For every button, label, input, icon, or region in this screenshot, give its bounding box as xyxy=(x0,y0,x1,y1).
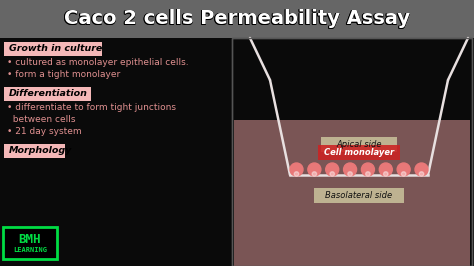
Circle shape xyxy=(362,163,374,176)
Circle shape xyxy=(401,172,406,176)
Text: LEARNING: LEARNING xyxy=(13,247,47,253)
Bar xyxy=(234,120,470,266)
Bar xyxy=(232,38,472,266)
Circle shape xyxy=(330,172,335,176)
Circle shape xyxy=(365,172,370,176)
Circle shape xyxy=(379,163,392,176)
Text: Apical side: Apical side xyxy=(336,140,382,149)
Circle shape xyxy=(348,172,352,176)
Text: • 21 day system: • 21 day system xyxy=(7,127,82,136)
FancyBboxPatch shape xyxy=(321,137,397,152)
Circle shape xyxy=(419,172,424,176)
Text: Caco 2 cells Permeability Assay: Caco 2 cells Permeability Assay xyxy=(64,10,410,28)
FancyBboxPatch shape xyxy=(4,143,65,157)
Text: Cell monolayer: Cell monolayer xyxy=(324,148,394,157)
Text: Caco 2 cells Permeability Assay: Caco 2 cells Permeability Assay xyxy=(64,10,410,28)
Text: • cultured as monolayer epithelial cells.: • cultured as monolayer epithelial cells… xyxy=(7,58,189,67)
Text: • differentiate to form tight junctions: • differentiate to form tight junctions xyxy=(7,103,176,112)
Circle shape xyxy=(308,163,321,176)
Circle shape xyxy=(344,163,356,176)
Text: Caco 2 cells Permeability Assay: Caco 2 cells Permeability Assay xyxy=(64,9,410,28)
Text: between cells: between cells xyxy=(7,115,75,124)
FancyBboxPatch shape xyxy=(3,227,57,259)
Text: Caco 2 cells Permeability Assay: Caco 2 cells Permeability Assay xyxy=(64,10,410,29)
Circle shape xyxy=(415,163,428,176)
Circle shape xyxy=(290,163,303,176)
Text: Differentiation: Differentiation xyxy=(9,89,88,98)
Text: Caco 2 cells Permeability Assay: Caco 2 cells Permeability Assay xyxy=(64,10,410,29)
Bar xyxy=(0,0,474,38)
Text: Caco 2 cells Permeability Assay: Caco 2 cells Permeability Assay xyxy=(64,10,410,28)
Bar xyxy=(232,38,472,266)
Text: Caco 2 cells Permeability Assay: Caco 2 cells Permeability Assay xyxy=(64,10,410,29)
Text: Basolateral side: Basolateral side xyxy=(326,191,392,200)
Text: Caco 2 cells Permeability Assay: Caco 2 cells Permeability Assay xyxy=(64,9,410,28)
FancyBboxPatch shape xyxy=(314,188,404,203)
Text: • form a tight monolayer: • form a tight monolayer xyxy=(7,70,120,79)
FancyBboxPatch shape xyxy=(4,41,102,56)
Text: BMH: BMH xyxy=(19,233,41,246)
Circle shape xyxy=(397,163,410,176)
Circle shape xyxy=(326,163,339,176)
Circle shape xyxy=(383,172,388,176)
Circle shape xyxy=(294,172,299,176)
Text: Growth in culture: Growth in culture xyxy=(9,44,102,53)
FancyBboxPatch shape xyxy=(4,86,91,101)
FancyBboxPatch shape xyxy=(318,145,400,160)
Text: Caco 2 cells Permeability Assay: Caco 2 cells Permeability Assay xyxy=(64,9,410,28)
Text: Morphology: Morphology xyxy=(9,146,73,155)
Circle shape xyxy=(312,172,317,176)
